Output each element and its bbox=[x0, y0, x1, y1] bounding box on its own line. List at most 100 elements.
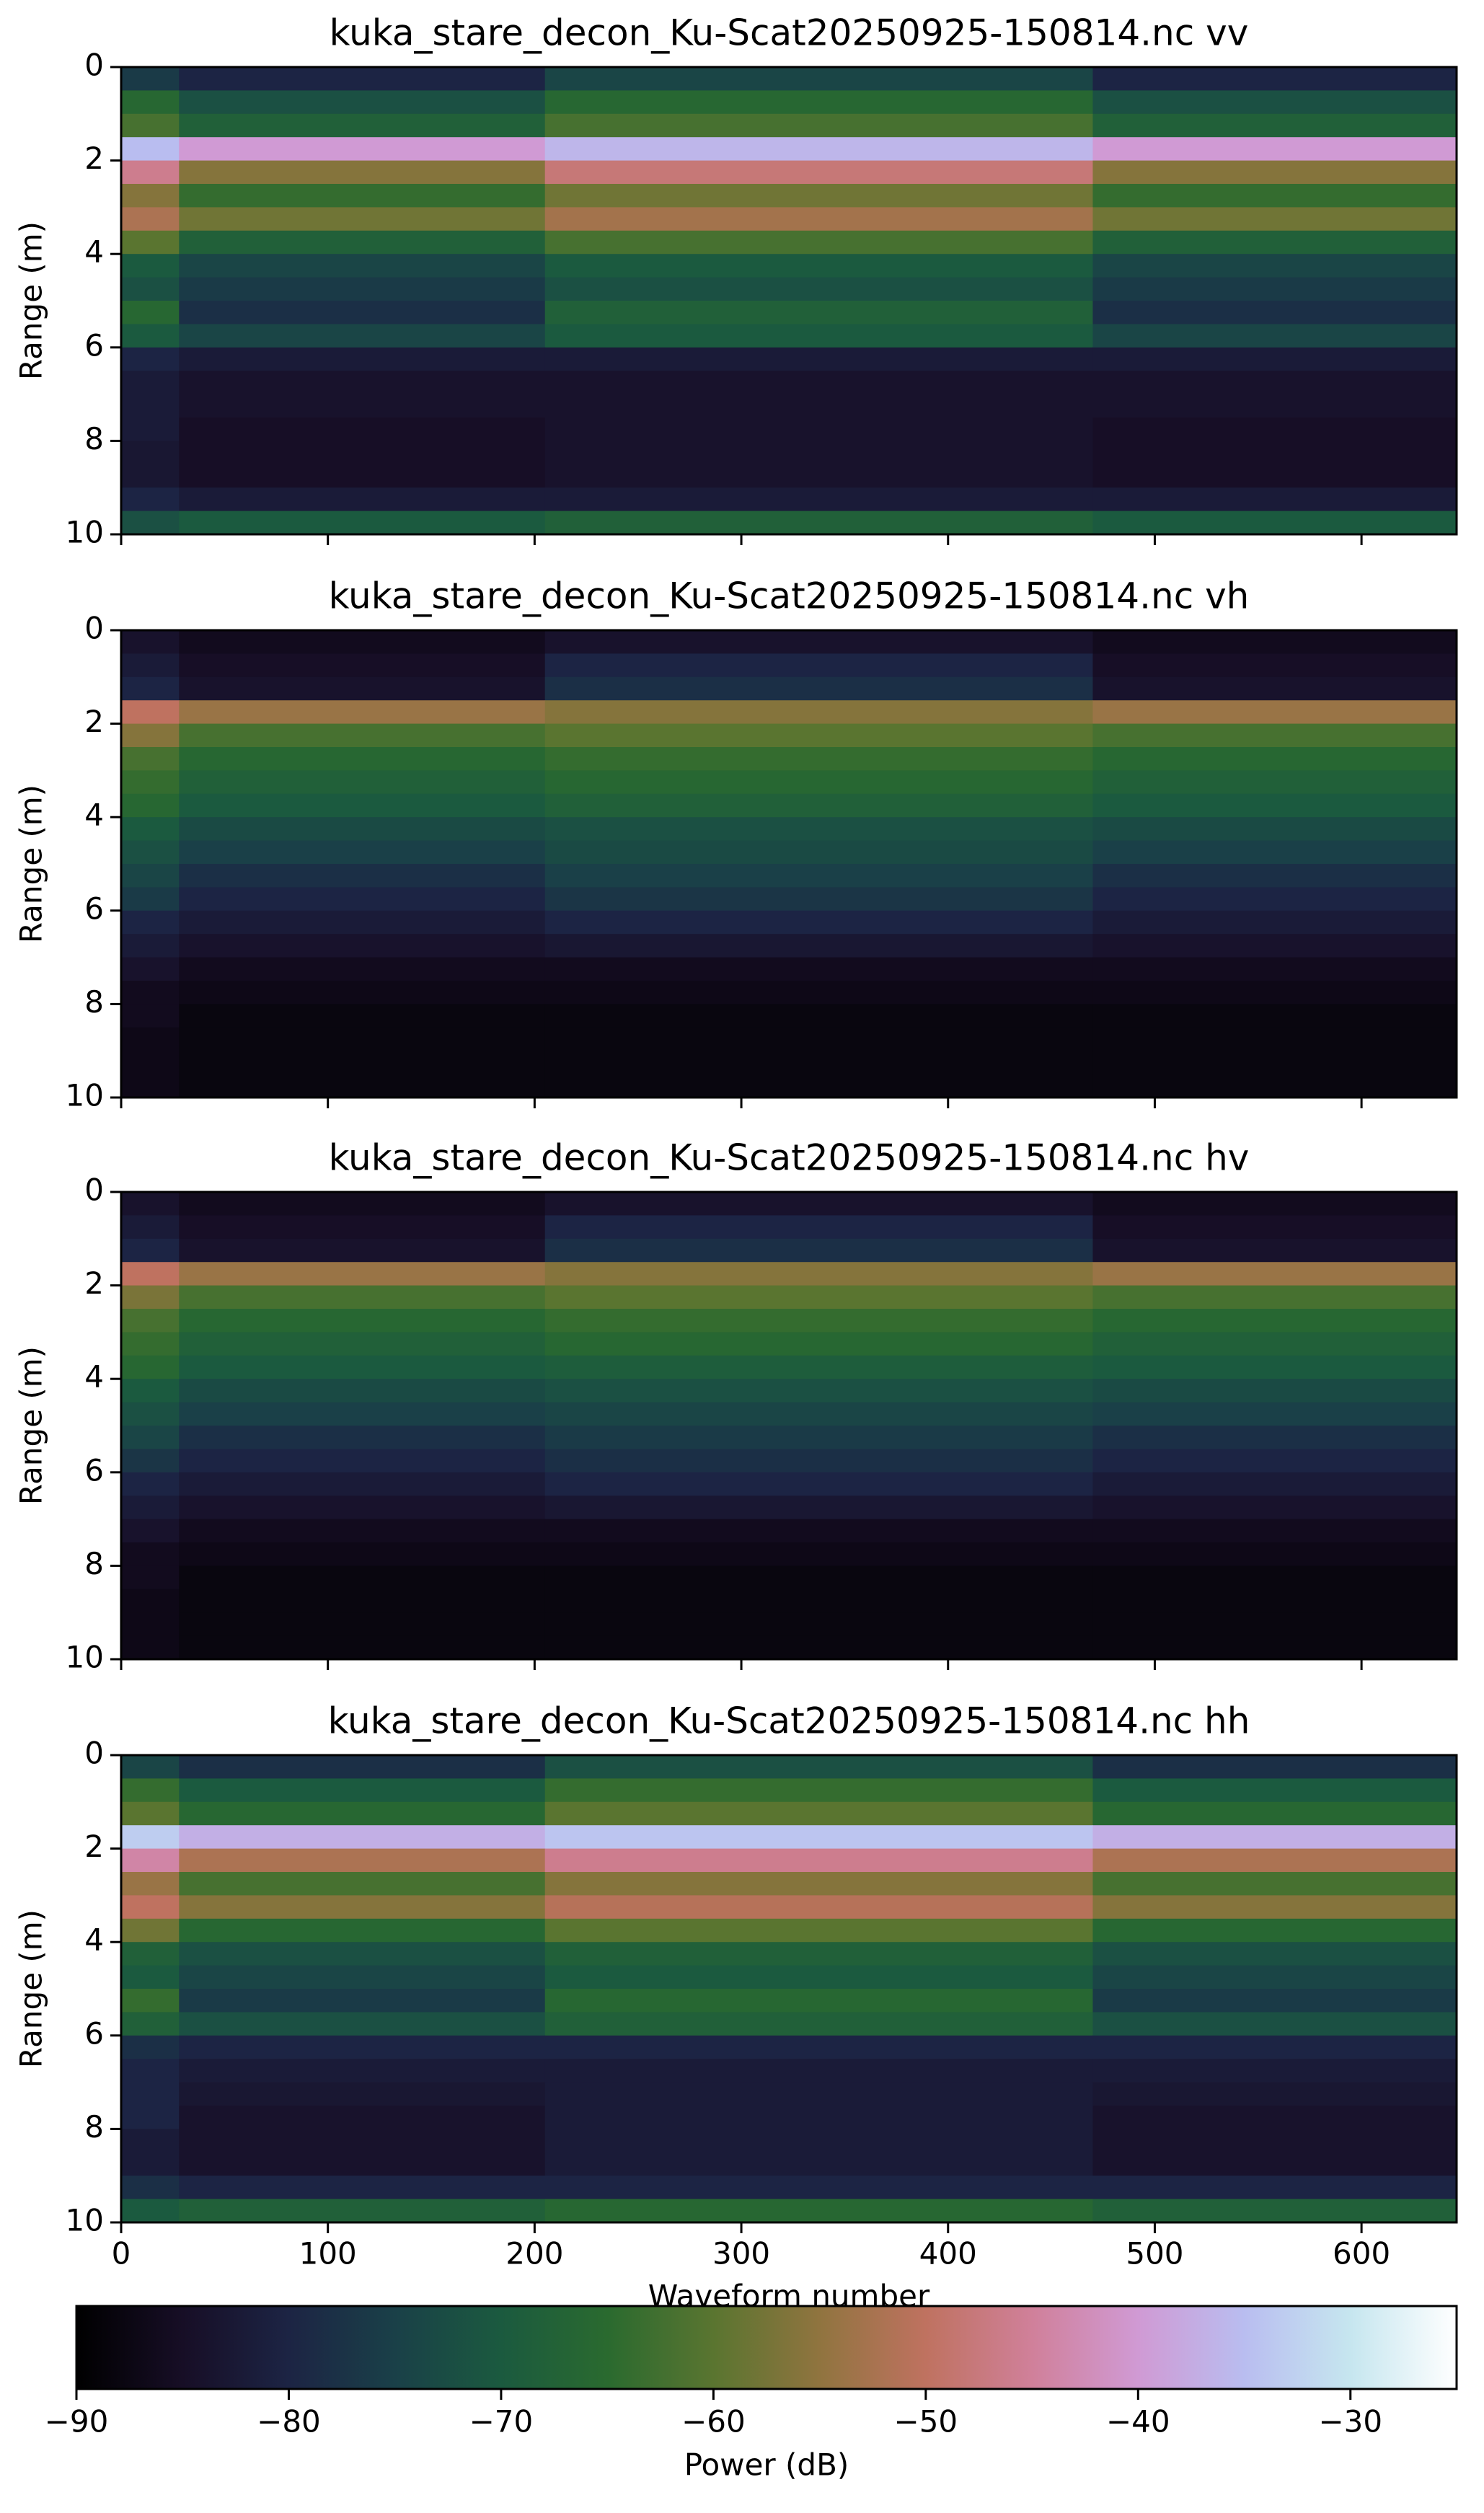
heatmap-cell bbox=[121, 1918, 180, 1943]
y-tick-label: 10 bbox=[66, 515, 104, 550]
heatmap-cell bbox=[1092, 184, 1457, 208]
heatmap-cell bbox=[1092, 957, 1457, 981]
heatmap-cell bbox=[544, 1472, 1093, 1496]
heatmap-cell bbox=[121, 1589, 180, 1613]
heatmap-cell bbox=[1092, 2059, 1457, 2083]
heatmap-cell bbox=[121, 1542, 180, 1566]
heatmap-cell bbox=[544, 511, 1093, 535]
chart-title: kuka_stare_decon_Ku-Scat20250925-150814.… bbox=[329, 575, 1250, 617]
heatmap-cell bbox=[544, 1942, 1093, 1966]
heatmap-cell bbox=[179, 1355, 546, 1379]
heatmap-cell bbox=[121, 2152, 180, 2176]
heatmap-cell bbox=[1092, 418, 1457, 441]
heatmap-cell bbox=[1092, 770, 1457, 795]
heatmap-cell bbox=[179, 1612, 546, 1637]
heatmap-cell bbox=[121, 2199, 180, 2223]
heatmap-cell bbox=[179, 2106, 546, 2129]
colorbar bbox=[75, 2305, 1458, 2390]
heatmap-cell bbox=[179, 793, 546, 818]
heatmap-cell bbox=[1092, 1989, 1457, 2013]
colorbar-tick-label: −90 bbox=[45, 2404, 109, 2439]
heatmap-cell bbox=[179, 840, 546, 865]
heatmap-cell bbox=[1092, 487, 1457, 512]
heatmap-cell bbox=[179, 2059, 546, 2083]
heatmap-cell bbox=[121, 1215, 180, 1240]
heatmap-cell bbox=[121, 371, 180, 395]
heatmap-cell bbox=[121, 230, 180, 255]
heatmap-cell bbox=[1092, 2129, 1457, 2153]
heatmap-cell bbox=[1092, 254, 1457, 278]
heatmap-cell bbox=[179, 1848, 546, 1873]
heatmap-cell bbox=[179, 1309, 546, 1333]
heatmap-cell bbox=[1092, 1262, 1457, 1286]
heatmap-cell bbox=[544, 770, 1093, 795]
heatmap-cell bbox=[544, 2035, 1093, 2059]
colorbar-label: Power (dB) bbox=[684, 2447, 849, 2483]
x-tick-label: 200 bbox=[505, 2236, 563, 2271]
y-tick-label: 0 bbox=[84, 48, 104, 83]
y-tick-label: 6 bbox=[84, 891, 104, 926]
heatmap-cell bbox=[179, 723, 546, 748]
heatmap-cell bbox=[121, 840, 180, 865]
heatmap-cell bbox=[179, 1027, 546, 1051]
heatmap-cell bbox=[1092, 2106, 1457, 2129]
heatmap-cell bbox=[1092, 1872, 1457, 1896]
y-tick-label: 4 bbox=[84, 234, 104, 270]
heatmap-cell bbox=[544, 113, 1093, 138]
heatmap-cell bbox=[544, 1426, 1093, 1449]
colorbar-tick-label: −60 bbox=[681, 2404, 746, 2439]
heatmap-cell bbox=[544, 230, 1093, 255]
heatmap-cell bbox=[179, 1589, 546, 1613]
heatmap-cell bbox=[179, 1285, 546, 1310]
heatmap-cell bbox=[121, 934, 180, 958]
heatmap-cell bbox=[179, 418, 546, 441]
heatmap-cell bbox=[544, 1519, 1093, 1543]
heatmap-cell bbox=[121, 981, 180, 1004]
heatmap-cell bbox=[1092, 394, 1457, 418]
heatmap-cell bbox=[121, 1355, 180, 1379]
heatmap-cell bbox=[1092, 137, 1457, 162]
colorbar-tick-label: −30 bbox=[1318, 2404, 1382, 2439]
heatmap-cell bbox=[121, 394, 180, 418]
heatmap-cell bbox=[121, 1051, 180, 1075]
heatmap-cell bbox=[179, 770, 546, 795]
heatmap-cell bbox=[179, 1918, 546, 1943]
heatmap-cell bbox=[1092, 1496, 1457, 1520]
heatmap-cell bbox=[121, 2059, 180, 2083]
heatmap-cell bbox=[179, 1565, 546, 1590]
heatmap-cell bbox=[544, 676, 1093, 701]
heatmap-cell bbox=[179, 394, 546, 418]
heatmap-cell bbox=[544, 1449, 1093, 1473]
heatmap-cell bbox=[544, 2082, 1093, 2106]
heatmap-cell bbox=[179, 934, 546, 958]
heatmap-cell bbox=[179, 464, 546, 488]
heatmap-cell bbox=[1092, 1519, 1457, 1543]
heatmap-cell bbox=[179, 1542, 546, 1566]
heatmap-cell bbox=[121, 184, 180, 208]
heatmap-cell bbox=[544, 441, 1093, 465]
heatmap-cell bbox=[179, 184, 546, 208]
heatmap-cell bbox=[179, 1332, 546, 1356]
colorbar-tick-label: −50 bbox=[894, 2404, 958, 2439]
y-tick-label: 8 bbox=[84, 2109, 104, 2145]
heatmap-cell bbox=[544, 1589, 1093, 1613]
axes-frame bbox=[120, 1191, 1458, 1661]
y-tick-label: 4 bbox=[84, 1359, 104, 1395]
heatmap-cell bbox=[179, 324, 546, 348]
heatmap-cell bbox=[121, 1612, 180, 1637]
heatmap-cell bbox=[121, 418, 180, 441]
heatmap-cell bbox=[179, 1496, 546, 1520]
heatmap-cell bbox=[1092, 676, 1457, 701]
heatmap-cell bbox=[544, 1635, 1093, 1660]
heatmap-cell bbox=[179, 1402, 546, 1426]
heatmap-cell bbox=[544, 1825, 1093, 1850]
heatmap-cell bbox=[1092, 160, 1457, 185]
heatmap-cell bbox=[544, 324, 1093, 348]
heatmap-cell bbox=[179, 1051, 546, 1075]
heatmap-cell bbox=[179, 630, 546, 654]
heatmap-cell bbox=[121, 1755, 180, 1779]
heatmap-cell bbox=[544, 301, 1093, 324]
heatmap-cell bbox=[121, 1778, 180, 1803]
heatmap-cell bbox=[544, 2129, 1093, 2153]
x-tick-label: 0 bbox=[112, 2236, 131, 2271]
